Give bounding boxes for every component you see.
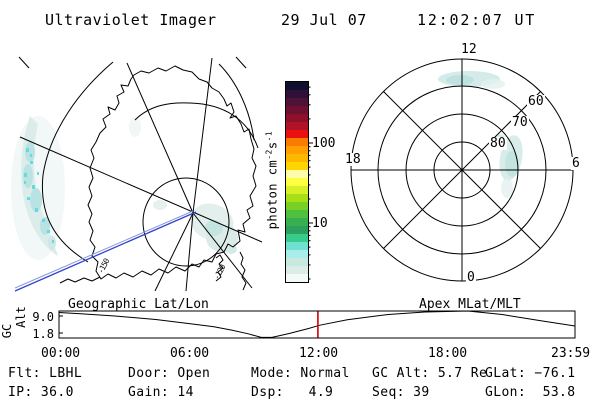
colorbar-block (286, 106, 308, 114)
colorbar-block (286, 162, 308, 170)
colorbar-block (286, 154, 308, 162)
aurora-speckles (24, 148, 54, 243)
colorbar-tick-100: 100 (312, 136, 336, 151)
polar-mlt-12-label: 12 (460, 42, 478, 57)
colorbar-block (286, 130, 308, 138)
status-gcalt: GC Alt: 5.7 Re (372, 366, 488, 381)
date-label: 29 Jul 07 (281, 11, 367, 29)
status-glon: GLon: 53.8 (485, 385, 576, 400)
strip-ytick-bottom: 1.8 (32, 327, 54, 341)
strip-xtick-1200: 12:00 (299, 346, 339, 361)
strip-xtick-2359: 23:59 (551, 346, 591, 361)
colorbar-block (286, 234, 308, 242)
polar-grid (350, 58, 574, 282)
colorbar-block (286, 90, 308, 98)
strip-ylabel-alt: Alt (14, 306, 28, 328)
strip-ylabel-gc: GC (0, 323, 14, 339)
strip-xtick-0000: 00:00 (41, 346, 81, 361)
polar-aurora-patches (438, 71, 523, 198)
map-aurora-patches (11, 116, 238, 260)
colorbar-block (286, 194, 308, 202)
colorbar-block (286, 250, 308, 258)
colorbar-block (286, 98, 308, 106)
strip-xtick-0600: 06:00 (170, 346, 210, 361)
colorbar-block (286, 258, 308, 266)
polar-lat-70-label: 70 (511, 115, 529, 130)
polar-caption: Apex MLat/MLT (419, 297, 521, 312)
map-grid (18, 56, 263, 292)
colorbar-block (286, 274, 308, 282)
status-ip: IP: 36.0 (8, 385, 74, 400)
polar-mlt-0-label: 0 (466, 270, 476, 285)
colorbar-block (286, 210, 308, 218)
colorbar-block (286, 138, 308, 146)
map-coastline (59, 65, 257, 291)
polar-lat-80-label: 80 (489, 136, 507, 151)
strip-chart (58, 310, 576, 339)
colorbar-block (286, 242, 308, 250)
status-mode: Mode: Normal (251, 366, 350, 381)
polar-lat-60-label: 60 (527, 94, 545, 109)
orbit-track-line (14, 210, 197, 292)
map-caption: Geographic Lat/Lon (68, 297, 209, 312)
status-flt: Flt: LBHL (8, 366, 83, 381)
status-door: Door: Open (128, 366, 211, 381)
colorbar-blocks (285, 81, 309, 283)
colorbar-block (286, 82, 308, 90)
colorbar-block (286, 146, 308, 154)
polar-mlt-6-label: 6 (571, 156, 581, 171)
colorbar-block (286, 186, 308, 194)
gc-alt-curve (58, 310, 576, 338)
colorbar-block (286, 266, 308, 274)
strip-xtick-1800: 18:00 (428, 346, 468, 361)
colorbar-block (286, 122, 308, 130)
status-dsp: Dsp: 4.9 (251, 385, 334, 400)
colorbar-block (286, 202, 308, 210)
page-title: Ultraviolet Imager (45, 11, 217, 29)
colorbar-block (286, 170, 308, 178)
colorbar-block (286, 178, 308, 186)
time-label: 12:02:07 UT (417, 11, 537, 29)
polar-mlt-18-label: 18 (344, 152, 362, 167)
colorbar-block (286, 226, 308, 234)
status-seq: Seq: 39 (372, 385, 430, 400)
status-gain: Gain: 14 (128, 385, 194, 400)
status-glat: GLat: −76.1 (485, 366, 576, 381)
strip-ytick-top: 9.0 (32, 310, 54, 324)
colorbar-block (286, 114, 308, 122)
colorbar-unit-label: photon cm-2s-1 (264, 130, 280, 230)
colorbar-tick-10: 10 (312, 216, 328, 231)
colorbar-block (286, 218, 308, 226)
